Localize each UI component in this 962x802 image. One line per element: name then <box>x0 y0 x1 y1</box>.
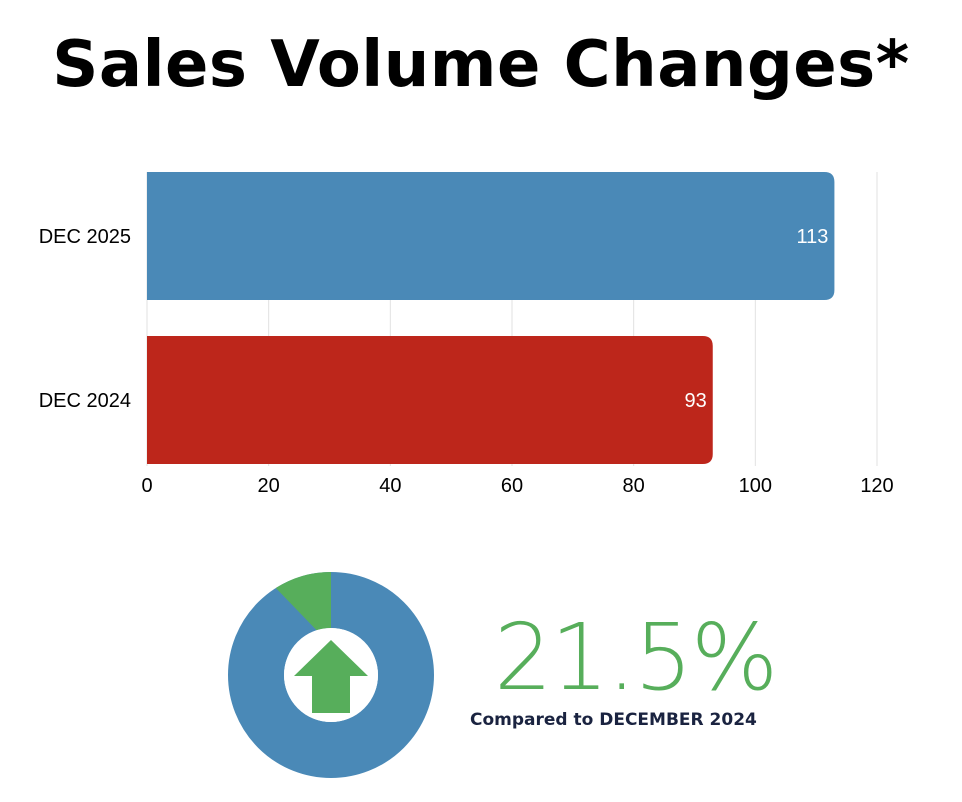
x-tick-label: 60 <box>501 475 523 497</box>
x-tick-label: 100 <box>739 475 772 497</box>
page-title: Sales Volume Changes* <box>52 28 910 102</box>
bar-value-label: 113 <box>797 226 829 248</box>
x-tick-label: 80 <box>623 475 645 497</box>
bar-dec-2024 <box>147 336 713 464</box>
donut-chart <box>228 572 434 778</box>
bar-dec-2025 <box>147 172 835 300</box>
donut-accent-segment <box>275 572 331 631</box>
bar-chart: DEC 2025 113 DEC 2024 93 0 20 40 60 80 100 120 <box>39 172 894 497</box>
x-tick-label: 40 <box>379 475 401 497</box>
bar-value-label: 93 <box>685 390 707 412</box>
x-tick-label: 20 <box>258 475 280 497</box>
category-label: DEC 2024 <box>39 390 131 412</box>
up-arrow-icon <box>294 640 368 713</box>
percent-change: 21.5% <box>494 604 778 711</box>
comparison-caption: Compared to DECEMBER 2024 <box>470 710 757 730</box>
category-label: DEC 2025 <box>39 226 131 248</box>
x-tick-label: 0 <box>141 475 152 497</box>
x-tick-label: 120 <box>860 475 893 497</box>
